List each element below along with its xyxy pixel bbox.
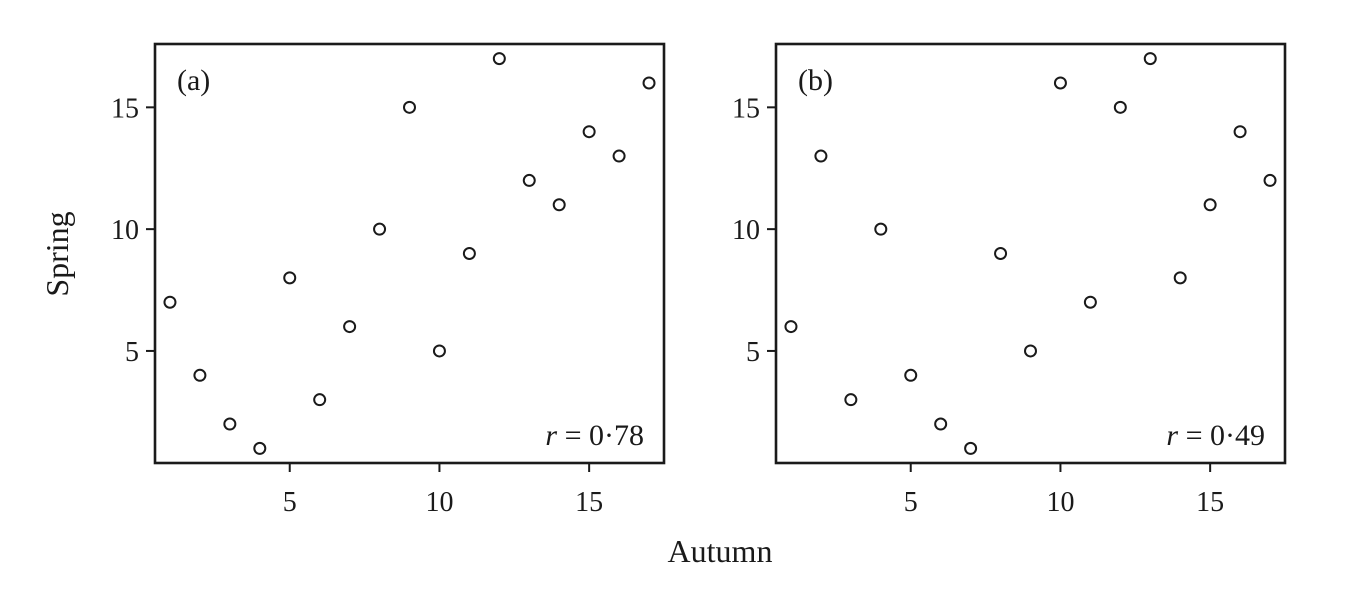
data-point xyxy=(163,295,177,309)
y-tick-label: 15 xyxy=(111,93,139,124)
x-axis-label: Autumn xyxy=(668,533,773,569)
correlation-annotation: r = 0·78 xyxy=(545,419,644,452)
data-point xyxy=(814,149,828,163)
correlation-value: = 0·49 xyxy=(1178,419,1265,452)
y-tick-label: 15 xyxy=(732,93,760,124)
panel-b: 5 10 15 5 10 15 (b) r = 0·49 xyxy=(732,42,1287,518)
data-point xyxy=(1024,344,1037,358)
data-point xyxy=(1083,295,1097,309)
data-point xyxy=(874,222,888,236)
data-point xyxy=(582,125,596,139)
data-point xyxy=(1233,125,1247,139)
data-point xyxy=(492,52,506,66)
data-point xyxy=(784,320,798,334)
correlation-symbol: r xyxy=(1166,419,1178,452)
panel-label: (b) xyxy=(798,64,833,97)
y-tick-label: 5 xyxy=(746,337,760,368)
correlation-value: = 0·78 xyxy=(557,419,644,452)
data-point xyxy=(373,222,387,236)
panel-label: (a) xyxy=(177,64,210,97)
x-tick-label: 15 xyxy=(1196,487,1224,518)
data-point xyxy=(612,149,626,163)
plot-frame xyxy=(153,42,666,465)
data-point xyxy=(964,441,978,455)
x-tick-label: 10 xyxy=(425,487,453,518)
data-point xyxy=(462,247,476,260)
data-point xyxy=(934,417,948,431)
correlation-symbol: r xyxy=(545,419,557,452)
data-point xyxy=(1263,173,1277,187)
data-point xyxy=(343,320,357,334)
plot-frame xyxy=(774,42,1287,465)
data-point xyxy=(193,368,207,382)
data-point xyxy=(1053,76,1067,90)
y-tick-label: 10 xyxy=(732,215,760,246)
data-point xyxy=(1173,271,1187,285)
x-tick-label: 5 xyxy=(904,487,918,518)
data-point xyxy=(904,368,918,382)
correlation-annotation: r = 0·49 xyxy=(1166,419,1265,452)
data-point xyxy=(223,417,237,431)
data-point xyxy=(403,100,416,114)
data-point xyxy=(844,393,858,407)
x-tick-label: 15 xyxy=(575,487,603,518)
y-axis-label: Spring xyxy=(39,211,75,296)
y-tick-label: 5 xyxy=(125,337,139,368)
data-point xyxy=(1113,100,1127,114)
data-point xyxy=(283,271,297,285)
data-point xyxy=(1143,52,1157,66)
data-point xyxy=(253,441,267,455)
data-point xyxy=(432,344,446,358)
data-point xyxy=(552,198,566,212)
y-tick-label: 10 xyxy=(111,215,139,246)
panel-a: 5 10 15 5 10 15 (a) r = 0·78 xyxy=(111,42,666,518)
data-point xyxy=(313,393,327,407)
data-point xyxy=(522,173,536,187)
data-point xyxy=(994,247,1008,260)
x-tick-label: 5 xyxy=(283,487,297,518)
x-tick-label: 10 xyxy=(1046,487,1074,518)
data-point xyxy=(642,76,656,90)
data-point xyxy=(1203,198,1217,212)
